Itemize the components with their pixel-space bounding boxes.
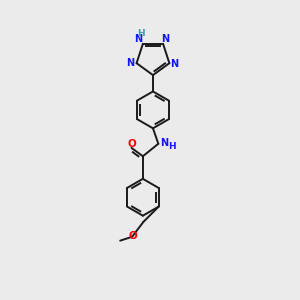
Text: H: H <box>168 142 176 151</box>
Text: N: N <box>160 138 168 148</box>
Text: N: N <box>126 58 134 68</box>
Text: O: O <box>127 139 136 149</box>
Text: N: N <box>134 34 142 44</box>
Text: O: O <box>128 231 137 241</box>
Text: N: N <box>161 34 169 44</box>
Text: H: H <box>136 29 144 38</box>
Text: N: N <box>170 59 178 69</box>
